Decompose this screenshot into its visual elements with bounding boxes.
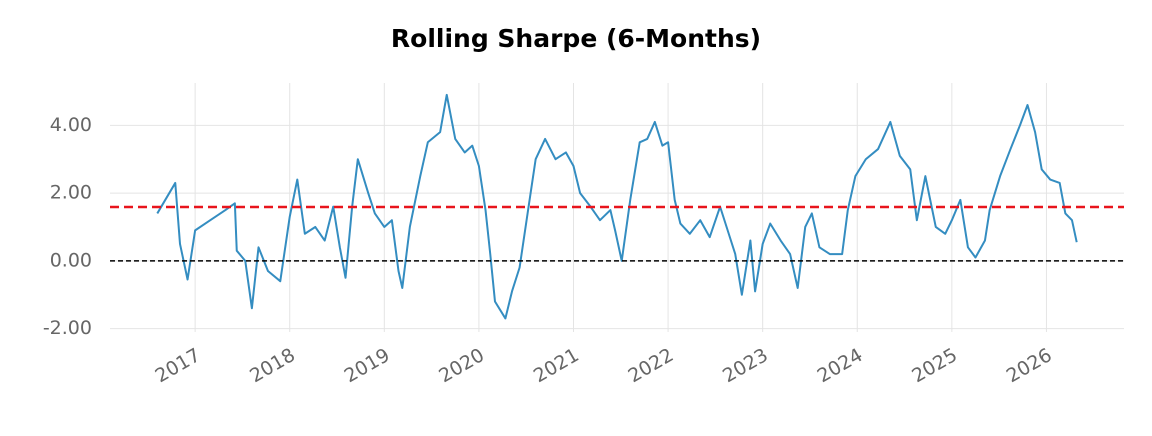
chart-title: Rolling Sharpe (6-Months)	[391, 24, 761, 53]
x-tick-label: 2022	[624, 344, 677, 387]
x-tick-label: 2021	[530, 344, 583, 387]
x-tick-label: 2026	[1003, 344, 1056, 387]
x-tick-label: 2025	[908, 344, 961, 387]
y-tick-label: -2.00	[43, 317, 92, 339]
line	[156, 93, 1078, 320]
x-tick-label: 2020	[435, 344, 488, 387]
y-tick-label: 0.00	[50, 249, 92, 271]
x-tick-label: 2024	[814, 344, 867, 387]
x-tick-label: 2023	[719, 344, 772, 387]
y-tick-label: 4.00	[50, 114, 92, 136]
x-tick-label: 2019	[341, 344, 394, 387]
x-tick-label: 2018	[246, 344, 299, 387]
y-tick-label: 2.00	[50, 182, 92, 204]
x-tick-label: 2017	[152, 344, 205, 387]
